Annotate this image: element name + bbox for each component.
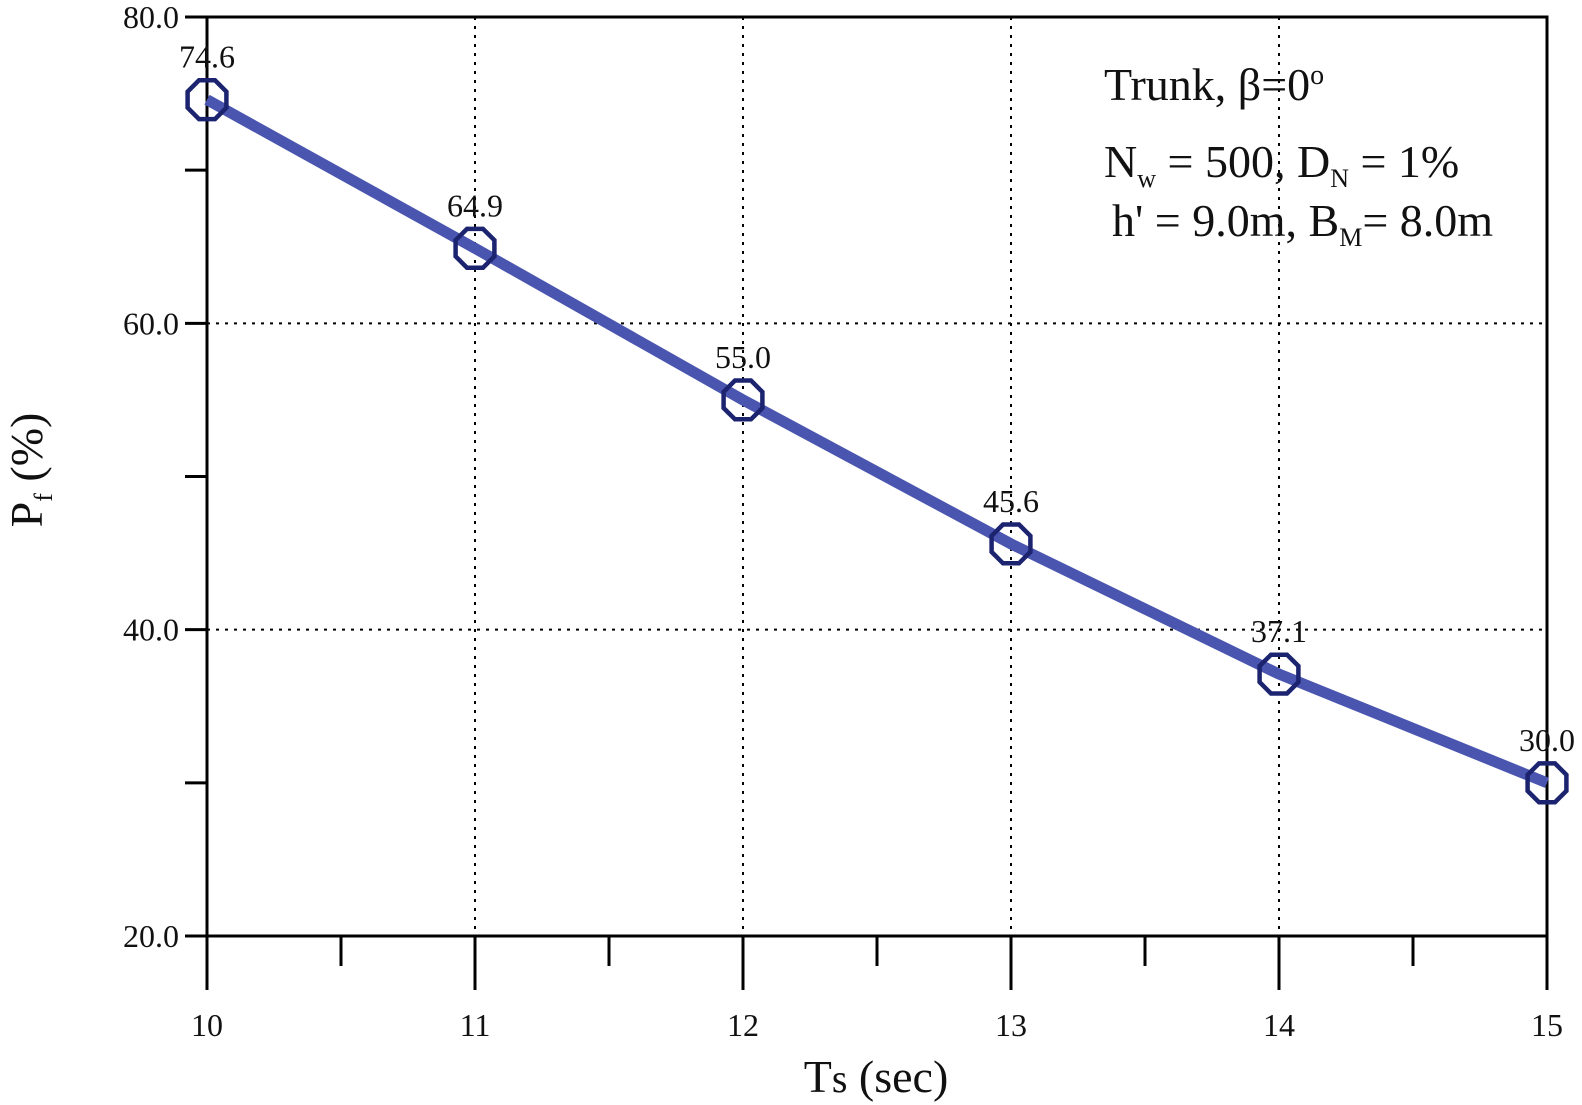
data-label: 37.1 — [1251, 613, 1307, 649]
y-tick-label: 40.0 — [123, 612, 179, 648]
annotation-line-2: Nw = 500, DN = 1% — [1104, 136, 1459, 193]
data-label: 30.0 — [1519, 722, 1575, 758]
x-tick-label: 11 — [460, 1007, 491, 1043]
x-axis-ticks: 10 11 12 13 14 15 — [191, 936, 1563, 1043]
data-label: 45.6 — [983, 483, 1039, 519]
x-tick-label: 12 — [727, 1007, 759, 1043]
x-tick-label: 10 — [191, 1007, 223, 1043]
x-tick-label: 15 — [1531, 1007, 1563, 1043]
x-tick-label: 14 — [1263, 1007, 1295, 1043]
y-tick-label: 80.0 — [123, 0, 179, 35]
series-layer: 74.6 64.9 55.0 45.6 37.1 30.0 — [179, 39, 1575, 805]
data-point-marker — [453, 226, 497, 270]
data-point-marker — [1525, 761, 1569, 805]
data-label: 64.9 — [447, 187, 503, 223]
data-point-marker — [721, 378, 765, 422]
data-point-marker — [185, 78, 229, 122]
data-point-marker — [1257, 652, 1301, 696]
data-label: 74.6 — [179, 39, 235, 75]
y-axis-ticks: 20.0 40.0 60.0 80.0 — [123, 0, 207, 954]
grid-lines — [207, 17, 1547, 936]
data-label: 55.0 — [715, 339, 771, 375]
x-axis-title: Ts (sec) — [804, 1051, 949, 1102]
data-point-marker — [989, 522, 1033, 566]
y-axis-title: Pf (%) — [1, 413, 58, 528]
x-tick-label: 13 — [995, 1007, 1027, 1043]
series-line — [204, 94, 1550, 788]
annotation-line-3: h' = 9.0m, BM= 8.0m — [1112, 195, 1493, 252]
y-tick-label: 60.0 — [123, 305, 179, 341]
y-tick-label: 20.0 — [123, 918, 179, 954]
annotation-line-1: Trunk, β=0o — [1104, 59, 1324, 110]
